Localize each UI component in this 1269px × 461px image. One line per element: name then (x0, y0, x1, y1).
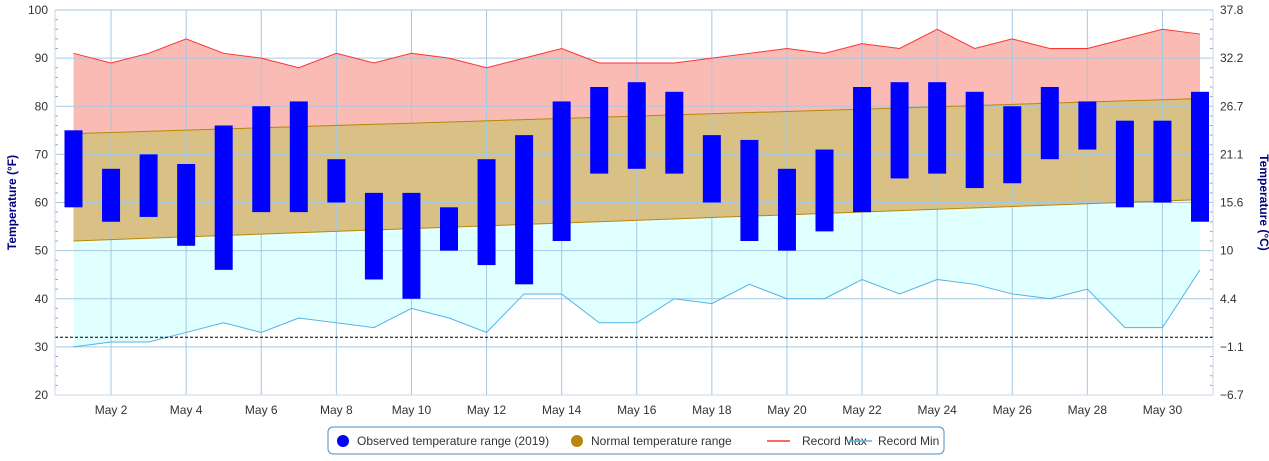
observed-bar (853, 87, 872, 213)
y-right-tick-label: 21.1 (1220, 147, 1244, 161)
x-tick-label: May 30 (1143, 403, 1183, 417)
observed-bar (102, 168, 121, 222)
observed-bar (1153, 120, 1172, 203)
y-right-tick-label: −1.1 (1220, 340, 1244, 354)
y-right-tick-label: 15.6 (1220, 196, 1244, 210)
x-tick-label: May 14 (542, 403, 582, 417)
observed-bar (890, 82, 909, 179)
observed-bar (1191, 91, 1209, 222)
observed-bar (214, 125, 233, 270)
observed-bar (815, 149, 834, 232)
observed-bar (1040, 87, 1059, 160)
y-right-tick-label: 37.8 (1220, 3, 1244, 17)
y-right-tick-label: 4.4 (1220, 292, 1237, 306)
observed-bar (702, 135, 721, 203)
x-tick-label: May 26 (993, 403, 1033, 417)
observed-bar (590, 87, 609, 174)
y-tick-label: 90 (35, 51, 49, 65)
observed-bar (627, 82, 646, 169)
observed-bar (64, 130, 83, 208)
y-right-tick-label: 32.2 (1220, 51, 1244, 65)
y-tick-label: 60 (35, 196, 49, 210)
observed-range-bars (64, 82, 1209, 299)
observed-bar (252, 106, 271, 213)
legend-label: Observed temperature range (2019) (357, 434, 549, 448)
observed-bar (928, 82, 947, 174)
observed-bar (965, 91, 984, 189)
observed-bar (665, 91, 684, 174)
legend-marker[interactable] (337, 435, 349, 447)
y-tick-label: 40 (35, 292, 49, 306)
x-tick-label: May 4 (170, 403, 203, 417)
observed-bar (740, 139, 759, 241)
x-tick-label: May 8 (320, 403, 353, 417)
observed-bar (440, 207, 458, 251)
observed-bar (515, 135, 534, 285)
observed-bar (777, 168, 796, 251)
normal-low-line (73, 199, 1201, 242)
x-tick-label: May 10 (392, 403, 432, 417)
observed-bar (552, 101, 571, 241)
legend-marker[interactable] (571, 435, 583, 447)
y-right-tick-label: 26.7 (1220, 99, 1244, 113)
legend-label: Normal temperature range (591, 434, 732, 448)
y-right-axis-title: Temperature (°C) (1257, 154, 1269, 251)
observed-bar (177, 164, 196, 246)
y-axis-title: Temperature (°F) (5, 155, 19, 250)
y-tick-label: 100 (28, 3, 48, 17)
axes: 20 30 40 50 60 70 80 90 100 −6.7 −1.1 4.4 10 15.6 21.1… (5, 3, 1269, 417)
observed-bar (402, 192, 421, 299)
y-right-tick-label: 10 (1220, 244, 1234, 258)
legend: Observed temperature range (2019) Normal … (327, 426, 945, 455)
y-tick-label: 80 (35, 99, 49, 113)
observed-bar (1078, 101, 1097, 150)
x-tick-label: May 24 (917, 403, 957, 417)
x-tick-label: May 16 (617, 403, 657, 417)
observed-bar (289, 101, 308, 213)
record-max-line (73, 28, 1201, 69)
y-tick-label: 30 (35, 340, 49, 354)
observed-bar (364, 192, 383, 280)
observed-bar (327, 159, 346, 203)
x-tick-label: May 22 (842, 403, 882, 417)
observed-bar (1115, 120, 1134, 208)
y-tick-label: 50 (35, 244, 49, 258)
x-tick-label: May 20 (767, 403, 807, 417)
y-tick-label: 20 (35, 388, 49, 402)
x-tick-label: May 2 (95, 403, 128, 417)
x-tick-label: May 28 (1068, 403, 1108, 417)
legend-label: Record Min (878, 434, 939, 448)
legend-box (327, 426, 945, 455)
y-tick-label: 70 (35, 147, 49, 161)
record-min-line (73, 269, 1201, 348)
y-right-tick-label: −6.7 (1220, 388, 1244, 402)
legend-label: Record Max (802, 434, 867, 448)
observed-bar (477, 159, 496, 266)
x-tick-label: May 12 (467, 403, 507, 417)
x-tick-label: May 18 (692, 403, 732, 417)
observed-bar (139, 154, 158, 217)
observed-bar (1003, 106, 1022, 184)
x-tick-label: May 6 (245, 403, 278, 417)
